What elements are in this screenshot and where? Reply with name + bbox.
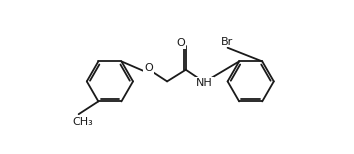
Text: CH₃: CH₃ [72, 117, 93, 127]
Text: NH: NH [196, 78, 213, 88]
Text: Br: Br [221, 37, 233, 47]
Text: O: O [177, 38, 185, 48]
Text: O: O [144, 63, 153, 73]
